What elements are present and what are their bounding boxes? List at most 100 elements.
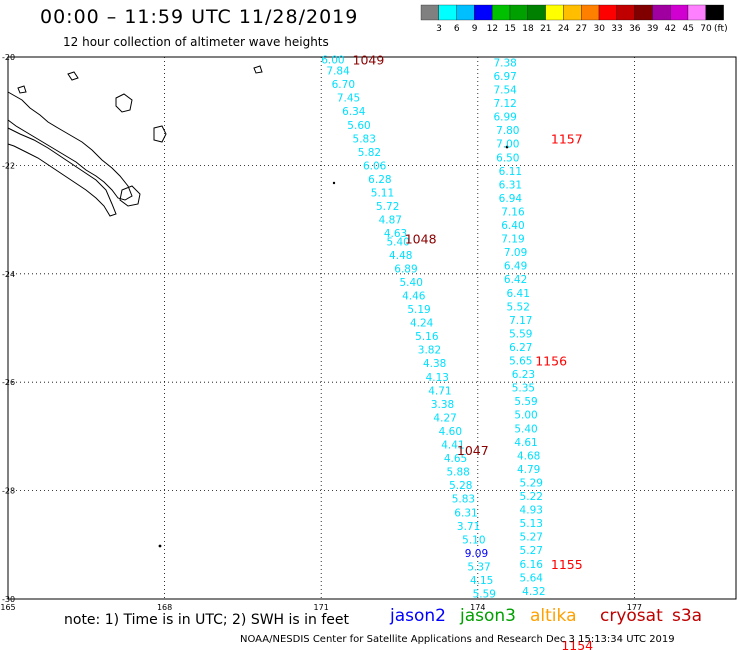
scale-swatch: [420, 4, 439, 21]
swh-value: 5.27: [520, 532, 543, 544]
scale-swatch: [492, 4, 511, 21]
swh-value: 4.93: [520, 505, 543, 517]
swh-value: 7.38: [493, 57, 516, 69]
scale-swatch: [598, 4, 617, 21]
swh-value: 5.40: [400, 277, 423, 289]
swh-value: 6.41: [507, 288, 530, 300]
legend-jason3: jason3: [460, 606, 516, 626]
swh-value: 9.09: [465, 548, 488, 560]
island-dot-3: [158, 544, 162, 548]
island-dot-1: [332, 181, 336, 185]
swh-value: 5.11: [371, 188, 394, 200]
pass-number: 1049: [353, 53, 385, 68]
scale-label: 42: [665, 24, 676, 34]
swh-value: 6.50: [496, 152, 519, 164]
pass-number: 1048: [405, 232, 437, 247]
scale-label: 21: [540, 24, 551, 34]
swh-value: 5.59: [473, 589, 496, 601]
swh-value: 4.41: [441, 440, 464, 452]
swh-value: 5.19: [407, 304, 430, 316]
swh-value: 6.31: [499, 179, 522, 191]
scale-swatch: [705, 4, 724, 21]
coastline: [7, 65, 509, 548]
scale-swatch: [670, 4, 689, 21]
credit-line: NOAA/NESDIS Center for Satellite Applica…: [240, 634, 675, 645]
scale-swatch: [687, 4, 706, 21]
pass-number: 1156: [535, 354, 567, 369]
swh-value: 3.82: [418, 345, 441, 357]
swh-value: 7.19: [501, 234, 524, 246]
swh-value: 7.84: [326, 66, 350, 78]
scale-label: (ft): [714, 24, 728, 34]
scale-label: 15: [504, 24, 515, 34]
scale-swatch: [509, 4, 528, 21]
lat-tick-label: -30: [2, 595, 15, 604]
swh-value: 4.38: [423, 358, 446, 370]
swh-value: 5.10: [462, 534, 485, 546]
swh-value: 5.29: [520, 477, 543, 489]
altimeter-tracks: 6.007.846.707.456.345.605.835.826.066.28…: [321, 55, 545, 601]
swh-value: 4.46: [402, 290, 426, 302]
swh-value: 7.16: [501, 206, 525, 218]
swh-value: 6.34: [342, 106, 366, 118]
swh-value: 6.06: [363, 160, 387, 172]
swh-value: 7.12: [493, 98, 516, 110]
scale-label: 36: [629, 24, 641, 34]
swh-value: 5.52: [507, 301, 530, 313]
scale-label: 12: [487, 24, 498, 34]
swh-value: 4.71: [428, 385, 451, 397]
swh-value: 5.65: [509, 356, 532, 368]
page-title: 00:00 – 11:59 UTC 11/28/2019: [40, 6, 359, 28]
swh-value: 6.97: [493, 71, 516, 83]
swh-value: 5.60: [347, 120, 370, 132]
swh-value: 4.13: [426, 372, 449, 384]
map-grid: [7, 56, 737, 600]
scale-swatch: [545, 4, 564, 21]
swh-value: 5.16: [415, 331, 439, 343]
swh-value: 5.72: [376, 201, 399, 213]
swh-value: 7.80: [496, 125, 519, 137]
islet-reef-1: [67, 71, 79, 81]
pass-labels: 1049 1048 1047 1157 1156 1155 1154: [353, 53, 594, 650]
swh-value: 4.60: [439, 426, 462, 438]
swh-value: 5.35: [512, 383, 535, 395]
swh-value: 5.00: [514, 410, 537, 422]
lon-tick-label: 177: [627, 603, 642, 612]
pass-number: 1155: [551, 557, 583, 572]
loyalty-island-3: [119, 185, 141, 207]
swh-value: 3.71: [457, 521, 480, 533]
swh-value: 6.42: [504, 274, 527, 286]
swh-value: 5.37: [467, 561, 490, 573]
swh-value: 5.83: [353, 133, 376, 145]
swh-value: 6.23: [512, 369, 535, 381]
scale-swatch: [527, 4, 546, 21]
lat-tick-label: -22: [2, 161, 15, 170]
swh-value: 6.49: [504, 261, 527, 273]
scale-label: 6: [454, 24, 460, 34]
swh-value: 5.28: [449, 480, 472, 492]
scale-label: 30: [593, 24, 605, 34]
swh-value: 5.64: [520, 572, 544, 584]
swh-value: 5.13: [520, 518, 543, 530]
scale-label: 9: [472, 24, 478, 34]
swh-value: 3.38: [431, 399, 454, 411]
swh-value: 4.24: [410, 318, 434, 330]
swh-value: 7.45: [337, 93, 360, 105]
scale-swatch: [634, 4, 653, 21]
scale-swatch: [616, 4, 635, 21]
legend-jason2: jason2: [390, 606, 446, 626]
swh-value: 4.65: [444, 453, 467, 465]
footnote: note: 1) Time is in UTC; 2) SWH is in fe…: [64, 612, 350, 628]
scale-label: 24: [558, 24, 570, 34]
swh-value: 6.40: [501, 220, 524, 232]
swh-value: 4.27: [433, 412, 456, 424]
swh-value: 4.32: [522, 586, 545, 598]
scale-swatch: [563, 4, 582, 21]
pass-number: 1157: [551, 131, 583, 146]
swh-value: 6.28: [368, 174, 391, 186]
swh-value: 6.11: [499, 166, 522, 178]
lon-tick-label: 174: [470, 603, 485, 612]
new-caledonia-inner-coast: [7, 127, 117, 217]
swh-value: 5.59: [514, 396, 537, 408]
